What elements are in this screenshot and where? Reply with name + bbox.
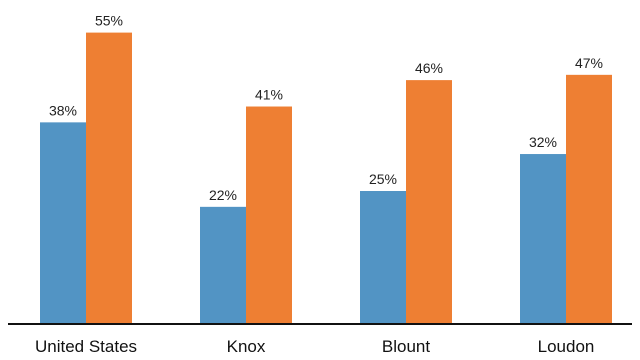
category-label-0: United States	[35, 337, 137, 356]
category-label-2: Blount	[382, 337, 430, 356]
value-label-2-0: 25%	[369, 171, 397, 187]
bar-0-0	[40, 122, 86, 323]
value-label-1-0: 22%	[209, 187, 237, 203]
bar-1-1	[246, 106, 292, 324]
bar-2-0	[360, 191, 406, 323]
bar-3-0	[520, 154, 566, 323]
value-label-0-0: 38%	[49, 102, 77, 118]
bar-1-0	[200, 206, 246, 323]
bars-group	[40, 32, 612, 324]
value-label-2-1: 46%	[415, 60, 443, 76]
category-labels-group: United States Knox Blount Loudon	[35, 337, 594, 356]
category-label-1: Knox	[227, 337, 266, 356]
value-label-3-0: 32%	[529, 134, 557, 150]
value-label-1-1: 41%	[255, 87, 283, 103]
bar-3-1	[566, 74, 612, 323]
category-label-3: Loudon	[538, 337, 595, 356]
value-label-0-1: 55%	[95, 13, 123, 29]
value-label-3-1: 47%	[575, 55, 603, 71]
bar-0-1	[86, 32, 132, 323]
bar-2-1	[406, 80, 452, 324]
value-labels-group: 38% 55% 22% 41% 25% 46% 32% 47%	[49, 13, 603, 203]
